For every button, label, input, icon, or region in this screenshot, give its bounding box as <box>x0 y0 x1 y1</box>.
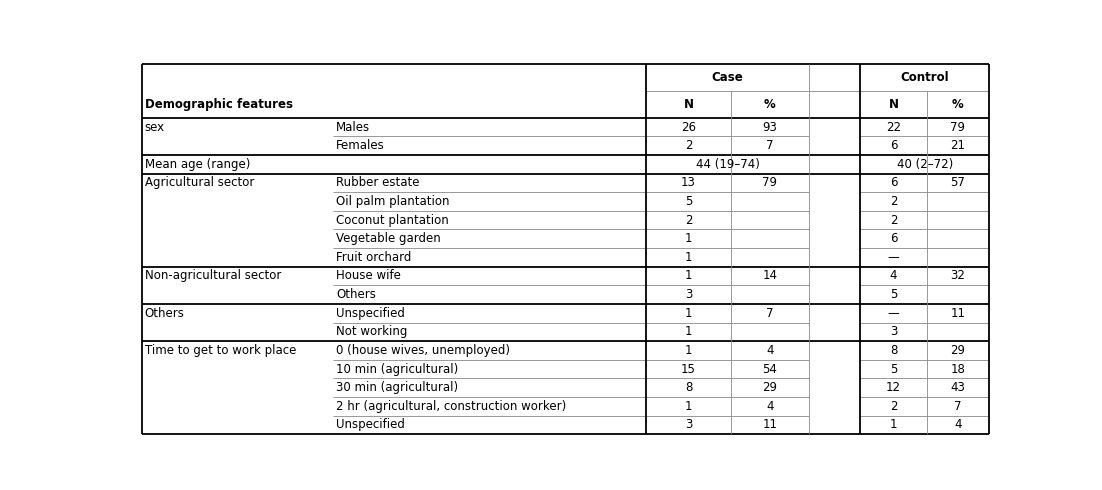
Text: Fruit orchard: Fruit orchard <box>336 251 411 264</box>
Text: Unspecified: Unspecified <box>336 418 404 431</box>
Text: Oil palm plantation: Oil palm plantation <box>336 195 450 208</box>
Text: 26: 26 <box>681 121 696 133</box>
Text: 5: 5 <box>889 288 897 301</box>
Text: 11: 11 <box>950 307 965 319</box>
Text: 30 min (agricultural): 30 min (agricultural) <box>336 381 458 394</box>
Text: 13: 13 <box>681 176 696 189</box>
Text: 1: 1 <box>684 232 692 245</box>
Text: 1: 1 <box>684 270 692 282</box>
Text: Others: Others <box>144 307 184 319</box>
Text: 5: 5 <box>889 363 897 375</box>
Text: 1: 1 <box>684 251 692 264</box>
Text: 1: 1 <box>684 325 692 338</box>
Text: 8: 8 <box>889 344 897 357</box>
Text: Rubber estate: Rubber estate <box>336 176 420 189</box>
Text: Mean age (range): Mean age (range) <box>144 158 250 171</box>
Text: Agricultural sector: Agricultural sector <box>144 176 253 189</box>
Text: 22: 22 <box>886 121 901 133</box>
Text: 5: 5 <box>684 195 692 208</box>
Text: 1: 1 <box>684 307 692 319</box>
Text: 32: 32 <box>950 270 965 282</box>
Text: 7: 7 <box>766 139 774 152</box>
Text: 2: 2 <box>889 400 897 413</box>
Text: 44 (19–74): 44 (19–74) <box>695 158 759 171</box>
Text: 79: 79 <box>950 121 965 133</box>
Text: Time to get to work place: Time to get to work place <box>144 344 296 357</box>
Text: 15: 15 <box>681 363 696 375</box>
Text: N: N <box>888 98 898 111</box>
Text: House wife: House wife <box>336 270 401 282</box>
Text: 3: 3 <box>684 418 692 431</box>
Text: Case: Case <box>712 71 744 84</box>
Text: 43: 43 <box>950 381 965 394</box>
Text: %: % <box>952 98 964 111</box>
Text: 4: 4 <box>766 344 774 357</box>
Text: sex: sex <box>144 121 164 133</box>
Text: 6: 6 <box>889 139 897 152</box>
Text: 1: 1 <box>684 344 692 357</box>
Text: 29: 29 <box>950 344 965 357</box>
Text: 6: 6 <box>889 176 897 189</box>
Text: Males: Males <box>336 121 370 133</box>
Text: Demographic features: Demographic features <box>145 98 293 111</box>
Text: Coconut plantation: Coconut plantation <box>336 214 449 226</box>
Text: 57: 57 <box>950 176 965 189</box>
Text: 14: 14 <box>763 270 777 282</box>
Text: 1: 1 <box>684 400 692 413</box>
Text: 3: 3 <box>684 288 692 301</box>
Text: Vegetable garden: Vegetable garden <box>336 232 441 245</box>
Text: 40 (2–72): 40 (2–72) <box>897 158 953 171</box>
Text: 1: 1 <box>889 418 897 431</box>
Text: —: — <box>887 251 899 264</box>
Text: %: % <box>764 98 776 111</box>
Text: 79: 79 <box>763 176 777 189</box>
Text: 2: 2 <box>889 195 897 208</box>
Text: 2: 2 <box>684 139 692 152</box>
Text: Control: Control <box>900 71 949 84</box>
Text: 7: 7 <box>766 307 774 319</box>
Text: 2: 2 <box>889 214 897 226</box>
Text: —: — <box>887 307 899 319</box>
Text: 0 (house wives, unemployed): 0 (house wives, unemployed) <box>336 344 510 357</box>
Text: 93: 93 <box>763 121 777 133</box>
Text: 4: 4 <box>889 270 897 282</box>
Text: Unspecified: Unspecified <box>336 307 404 319</box>
Text: 3: 3 <box>889 325 897 338</box>
Text: 2: 2 <box>684 214 692 226</box>
Text: 21: 21 <box>950 139 965 152</box>
Text: 2 hr (agricultural, construction worker): 2 hr (agricultural, construction worker) <box>336 400 566 413</box>
Text: Others: Others <box>336 288 376 301</box>
Text: N: N <box>683 98 693 111</box>
Text: 6: 6 <box>889 232 897 245</box>
Text: Not working: Not working <box>336 325 408 338</box>
Text: 4: 4 <box>954 418 962 431</box>
Text: Non-agricultural sector: Non-agricultural sector <box>144 270 281 282</box>
Text: 7: 7 <box>954 400 962 413</box>
Text: 10 min (agricultural): 10 min (agricultural) <box>336 363 458 375</box>
Text: 54: 54 <box>763 363 777 375</box>
Text: 8: 8 <box>684 381 692 394</box>
Text: Females: Females <box>336 139 385 152</box>
Text: 29: 29 <box>763 381 777 394</box>
Text: 4: 4 <box>766 400 774 413</box>
Text: 18: 18 <box>950 363 965 375</box>
Text: 12: 12 <box>886 381 901 394</box>
Text: 11: 11 <box>763 418 777 431</box>
